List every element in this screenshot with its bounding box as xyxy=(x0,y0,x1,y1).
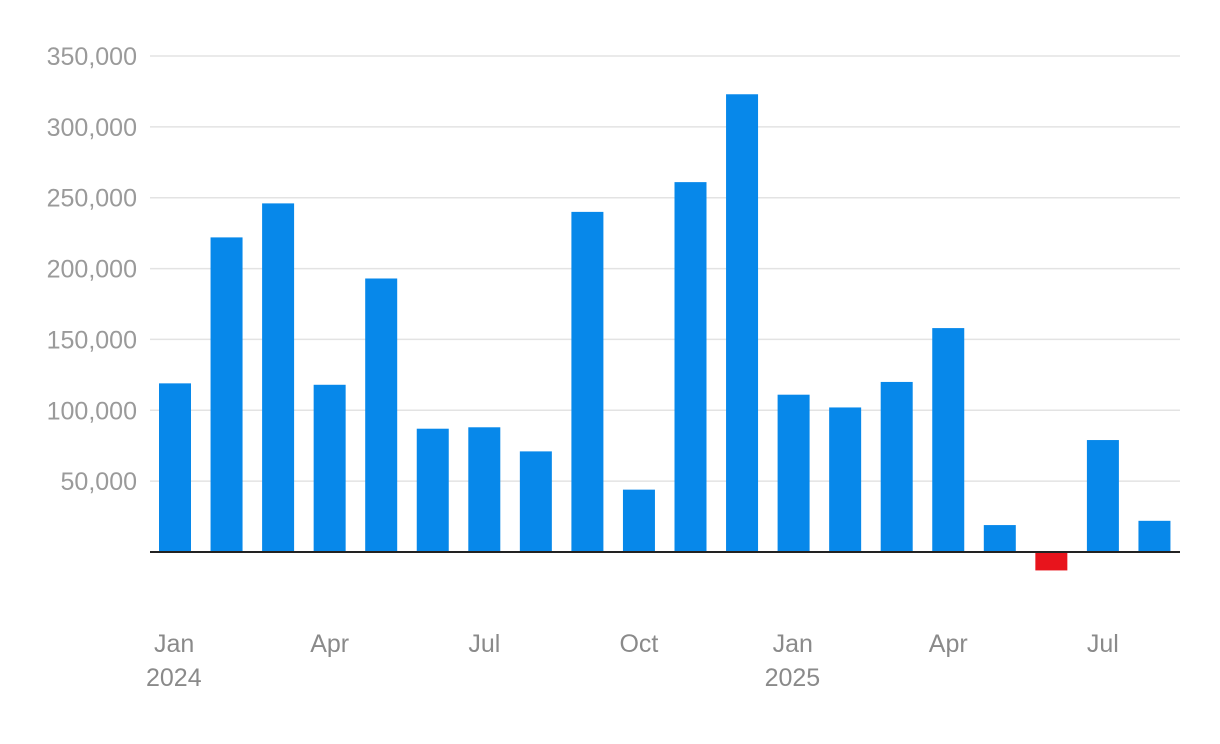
bar xyxy=(1138,520,1171,552)
bar xyxy=(468,427,501,552)
y-tick-label: 200,000 xyxy=(47,256,137,284)
x-tick-label: Jul xyxy=(1087,630,1119,658)
bar xyxy=(571,211,604,552)
bar xyxy=(829,407,862,552)
x-tick-label: Apr xyxy=(929,630,968,658)
y-axis-tick-labels: 50,000 100,000 150,000 200,000 250,000 300,00… xyxy=(47,43,137,496)
x-tick-year-label: 2024 xyxy=(146,664,202,692)
x-tick-year-label: 2025 xyxy=(765,664,821,692)
bar xyxy=(674,182,707,552)
x-tick-label: Apr xyxy=(310,630,349,658)
y-tick-label: 100,000 xyxy=(47,397,137,425)
bar xyxy=(726,94,759,553)
bar xyxy=(983,525,1016,552)
bar xyxy=(1035,552,1068,571)
x-tick-label: Jan xyxy=(154,630,194,658)
bar xyxy=(1086,440,1119,552)
bar xyxy=(880,381,913,552)
bar xyxy=(622,489,655,552)
y-tick-label: 300,000 xyxy=(47,114,137,142)
x-tick-label: Jul xyxy=(468,630,500,658)
y-tick-label: 350,000 xyxy=(47,43,137,71)
gridlines xyxy=(150,55,1180,482)
bar xyxy=(365,278,398,552)
bar xyxy=(313,384,346,552)
x-tick-label: Jan xyxy=(773,630,813,658)
bars xyxy=(159,94,1171,571)
y-tick-label: 150,000 xyxy=(47,326,137,354)
bar xyxy=(210,237,243,552)
y-tick-label: 250,000 xyxy=(47,185,137,213)
bar xyxy=(416,428,449,552)
x-tick-label: Oct xyxy=(619,630,658,658)
y-tick-label: 50,000 xyxy=(61,468,137,496)
bar xyxy=(777,394,810,552)
bar xyxy=(159,383,191,552)
x-axis-tick-labels: Jan 2024 Apr Jul Oct Jan 2025 Apr Jul xyxy=(146,630,1119,692)
bar xyxy=(262,203,295,552)
bar xyxy=(519,451,552,552)
bar xyxy=(932,328,965,552)
